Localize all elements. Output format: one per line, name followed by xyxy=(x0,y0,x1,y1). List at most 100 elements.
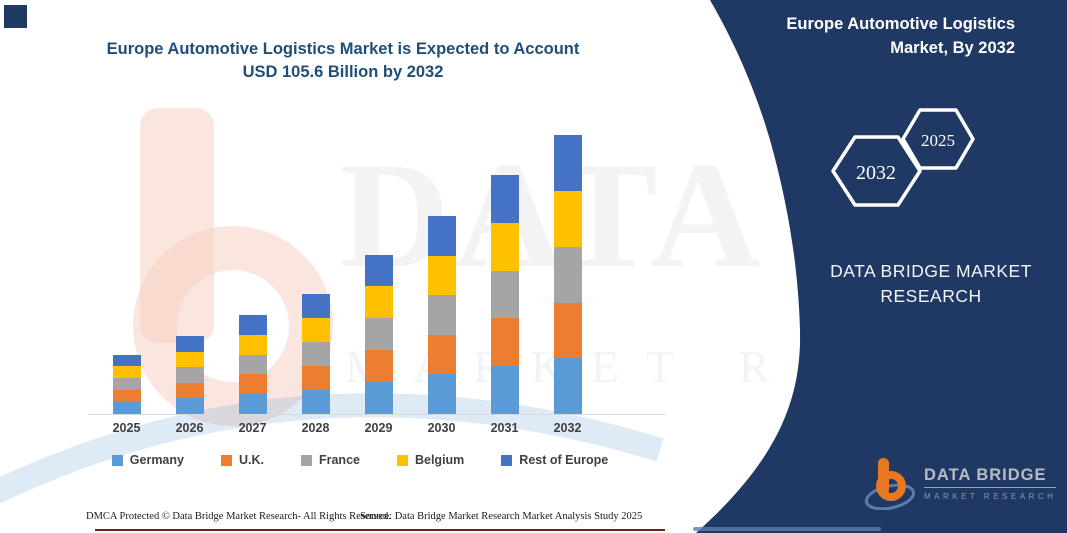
brand-name-text: DATA BRIDGE MARKET RESEARCH xyxy=(830,261,1032,306)
legend-marker-rest-of-europe xyxy=(501,454,513,466)
page-title-line1: Europe Automotive Logistics Market is Ex… xyxy=(106,40,580,58)
bar-segment-2032-germany xyxy=(553,358,582,414)
bar-segment-2026-belgium xyxy=(175,351,204,368)
legend-label-rest-of-europe: Rest of Europe xyxy=(519,453,609,467)
legend-marker-france xyxy=(300,454,312,466)
bar-segment-2032-u-k xyxy=(553,302,582,359)
bar-segment-2028-germany xyxy=(301,390,330,414)
corner-brand-square xyxy=(4,5,27,28)
bar-segment-2030-germany xyxy=(427,374,456,414)
bar-segment-2032-france xyxy=(553,246,582,303)
bar-segment-2029-france xyxy=(364,318,393,351)
bar-column-2028 xyxy=(284,128,347,414)
hexagon-2025-label: 2025 xyxy=(921,131,955,150)
dbmr-logo-subtitle: MARKET RESEARCH xyxy=(924,491,1057,501)
bar-segment-2032-belgium xyxy=(553,191,582,247)
legend-label-france: France xyxy=(318,453,360,467)
legend-marker-u-k xyxy=(220,454,232,466)
legend-item-germany: Germany xyxy=(111,453,184,467)
footer-dmca-text: DMCA Protected © Data Bridge Market Rese… xyxy=(86,511,391,522)
bar-segment-2031-rest-of-europe xyxy=(490,175,519,223)
page-title-line2: USD 105.6 Billion by 2032 xyxy=(242,63,444,81)
x-axis-label-2027: 2027 xyxy=(238,421,267,435)
legend-marker-germany xyxy=(111,454,123,466)
side-panel: Europe Automotive Logistics Market, By 2… xyxy=(690,0,1067,533)
dbmr-logo-icon xyxy=(864,458,916,510)
dbmr-logo-text: DATA BRIDGE MARKET RESEARCH xyxy=(924,466,1057,501)
bar-stack-2027 xyxy=(238,315,267,414)
bar-segment-2028-rest-of-europe xyxy=(301,294,330,318)
forecast-hexagons: 2025 2032 xyxy=(831,108,975,207)
side-panel-title: Europe Automotive Logistics Market, By 2… xyxy=(786,15,1015,57)
bar-segment-2029-germany xyxy=(364,382,393,414)
bar-column-2031 xyxy=(473,128,536,414)
bar-segment-2031-germany xyxy=(490,366,519,414)
legend-marker-belgium xyxy=(396,454,408,466)
legend-item-france: France xyxy=(300,453,360,467)
bar-segment-2028-france xyxy=(301,342,330,366)
x-axis-label-2025: 2025 xyxy=(112,421,141,435)
bar-segment-2025-belgium xyxy=(112,366,141,379)
bar-segment-2031-belgium xyxy=(490,222,519,271)
chart-legend: Germany U.K. France Belgium Rest of Europe xyxy=(40,453,680,467)
bar-stack-2026 xyxy=(175,336,204,414)
legend-item-belgium: Belgium xyxy=(396,453,465,467)
bar-segment-2030-france xyxy=(427,295,456,335)
bar-column-2025 xyxy=(95,128,158,414)
bar-segment-2026-rest-of-europe xyxy=(175,336,204,352)
dbmr-logo-title: DATA BRIDGE xyxy=(924,466,1057,488)
x-axis-label-2028: 2028 xyxy=(301,421,330,435)
bar-segment-2026-france xyxy=(175,367,204,383)
page-title: Europe Automotive Logistics Market is Ex… xyxy=(60,38,626,84)
bar-segment-2032-rest-of-europe xyxy=(553,135,582,192)
x-axis-label-2032: 2032 xyxy=(553,421,582,435)
bar-segment-2026-u-k xyxy=(175,382,204,399)
legend-label-belgium: Belgium xyxy=(414,453,465,467)
x-axis-line xyxy=(88,414,666,415)
bar-stack-2028 xyxy=(301,294,330,414)
bar-segment-2029-rest-of-europe xyxy=(364,254,393,287)
legend-item-rest-of-europe: Rest of Europe xyxy=(501,453,608,467)
legend-label-u-k: U.K. xyxy=(238,453,264,467)
bar-segment-2025-rest-of-europe xyxy=(112,354,141,367)
bar-segment-2027-u-k xyxy=(238,374,267,395)
stacked-bar-chart xyxy=(95,128,599,414)
legend-item-u-k: U.K. xyxy=(220,453,264,467)
bar-segment-2029-u-k xyxy=(364,350,393,383)
bar-stack-2031 xyxy=(490,175,519,414)
bar-segment-2025-germany xyxy=(112,402,141,414)
bar-stack-2029 xyxy=(364,254,393,414)
bar-segment-2027-rest-of-europe xyxy=(238,315,267,335)
x-axis-label-2026: 2026 xyxy=(175,421,204,435)
bar-stack-2030 xyxy=(427,216,456,414)
legend-label-germany: Germany xyxy=(129,453,184,467)
bar-stack-2032 xyxy=(553,135,582,414)
bar-segment-2027-belgium xyxy=(238,334,267,355)
bar-segment-2026-germany xyxy=(175,398,204,414)
bar-segment-2030-belgium xyxy=(427,255,456,296)
x-axis-labels: 2025 2026 2027 2028 2029 2030 2031 2032 xyxy=(95,421,599,435)
bar-segment-2031-u-k xyxy=(490,318,519,367)
footer-source-text: Source: Data Bridge Market Research Mark… xyxy=(360,511,643,522)
bar-segment-2030-rest-of-europe xyxy=(427,216,456,256)
bar-segment-2028-u-k xyxy=(301,366,330,390)
bar-column-2029 xyxy=(347,128,410,414)
hexagon-2032 xyxy=(831,135,922,207)
bar-segment-2027-germany xyxy=(238,394,267,414)
bar-segment-2030-u-k xyxy=(427,334,456,375)
bar-column-2027 xyxy=(221,128,284,414)
bar-segment-2031-france xyxy=(490,270,519,319)
bar-segment-2025-u-k xyxy=(112,390,141,403)
bottom-accent-rule xyxy=(95,529,665,531)
side-panel-background xyxy=(696,0,1067,533)
x-axis-label-2030: 2030 xyxy=(427,421,456,435)
bar-segment-2028-belgium xyxy=(301,318,330,342)
bar-segment-2025-france xyxy=(112,378,141,391)
hexagon-2032-label: 2032 xyxy=(856,162,896,184)
bar-stack-2025 xyxy=(112,354,141,414)
dbmr-logo: DATA BRIDGE MARKET RESEARCH xyxy=(862,456,1057,510)
bar-column-2032 xyxy=(536,128,599,414)
x-axis-label-2031: 2031 xyxy=(490,421,519,435)
logo-swoosh-tail xyxy=(693,527,881,531)
